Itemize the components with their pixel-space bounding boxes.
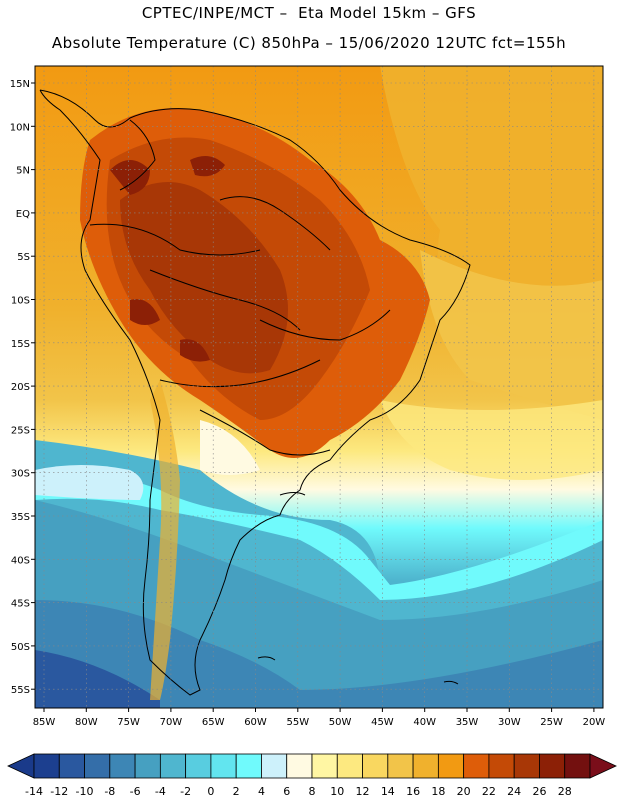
colorbar-low-arrow (7, 753, 35, 779)
colorbar-label: 10 (330, 785, 344, 798)
colorbar-swatch (539, 753, 566, 779)
lon-label: 70W (160, 717, 183, 728)
graticule (35, 66, 603, 708)
lat-label: 5S (17, 252, 30, 263)
colorbar-label: 26 (532, 785, 546, 798)
colorbar-swatch (286, 753, 313, 779)
colorbar-swatch (235, 753, 262, 779)
colorbar-label: -14 (25, 785, 43, 798)
lat-label: 15N (10, 79, 30, 90)
lon-label: 40W (413, 717, 436, 728)
lon-label: 20W (583, 717, 606, 728)
lon-label: 45W (371, 717, 394, 728)
colorbar-swatch (564, 753, 591, 779)
lon-label: 85W (33, 717, 56, 728)
colorbar-label: -4 (155, 785, 166, 798)
colorbar-label: 20 (457, 785, 471, 798)
colorbar-swatch (513, 753, 540, 779)
colorbar-label: 14 (381, 785, 395, 798)
lon-label: 25W (540, 717, 563, 728)
lon-label: 30W (498, 717, 521, 728)
colorbar: -14 -12 -10 -8 -6 -4 -2 0 2 4 6 8 10 12 14 16 18 20 22 24 26… (7, 753, 617, 798)
colorbar-label: -10 (76, 785, 94, 798)
colorbar-label: -6 (130, 785, 141, 798)
colorbar-label: 6 (283, 785, 290, 798)
temperature-field (35, 66, 603, 708)
colorbar-swatch (58, 753, 85, 779)
lon-label: 80W (75, 717, 98, 728)
map-frame (34, 65, 604, 709)
colorbar-label: -2 (180, 785, 191, 798)
colorbar-swatch (412, 753, 439, 779)
colorbar-swatch (261, 753, 288, 779)
lon-label: 55W (286, 717, 309, 728)
colorbar-label: 18 (431, 785, 445, 798)
lat-label: 35S (11, 512, 30, 523)
colorbar-swatch (488, 753, 515, 779)
colorbar-label: 22 (482, 785, 496, 798)
colorbar-label: -8 (104, 785, 115, 798)
colorbar-swatch (159, 753, 187, 779)
colorbar-swatch (33, 753, 60, 779)
longitude-axis: 85W 80W 75W 70W 65W 60W 55W 50W 45W 40W 35W 30W 25W 2… (33, 708, 606, 728)
latitude-axis: 15N 10N 5N EQ 5S 10S 15S 20S 25S 30S 35S 40S 45S 50S 5… (10, 79, 35, 696)
colorbar-swatch (463, 753, 490, 779)
lon-label: 35W (456, 717, 479, 728)
colorbar-swatch (84, 753, 111, 779)
map-subtitle: Absolute Temperature (C) 850hPa – 15/06/… (51, 34, 567, 52)
colorbar-swatch (185, 753, 212, 779)
lat-label: 10S (11, 296, 30, 307)
lat-label: 15S (11, 339, 30, 350)
colorbar-label: 0 (207, 785, 214, 798)
colorbar-swatch (210, 753, 237, 779)
lat-label: 20S (11, 382, 30, 393)
lat-label: EQ (16, 209, 30, 220)
colorbar-label: -12 (50, 785, 68, 798)
lon-label: 75W (117, 717, 140, 728)
lat-label: 25S (11, 425, 30, 436)
colorbar-swatch (437, 753, 465, 779)
colorbar-swatch (109, 753, 136, 779)
colorbar-swatch (311, 753, 338, 779)
lon-label: 60W (244, 717, 267, 728)
lat-label: 55S (11, 685, 30, 696)
colorbar-swatch (134, 753, 161, 779)
lat-label: 10N (10, 122, 30, 133)
lat-label: 30S (11, 469, 30, 480)
colorbar-high-arrow (589, 753, 617, 779)
colorbar-swatch (387, 753, 414, 779)
lat-label: 45S (11, 599, 30, 610)
coastline (39, 89, 471, 696)
colorbar-swatch (362, 753, 389, 779)
colorbar-label: 16 (406, 785, 420, 798)
colorbar-label: 28 (558, 785, 572, 798)
colorbar-label: 24 (507, 785, 521, 798)
colorbar-label: 4 (258, 785, 265, 798)
map-title: CPTEC/INPE/MCT – Eta Model 15km – GFS (141, 4, 477, 22)
lat-label: 5N (16, 166, 30, 177)
lon-label: 50W (329, 717, 352, 728)
colorbar-label: 12 (356, 785, 370, 798)
colorbar-label: 2 (233, 785, 240, 798)
colorbar-swatch (336, 753, 363, 779)
lat-label: 50S (11, 642, 30, 653)
lat-label: 40S (11, 555, 30, 566)
colorbar-label: 8 (309, 785, 316, 798)
lon-label: 65W (202, 717, 225, 728)
